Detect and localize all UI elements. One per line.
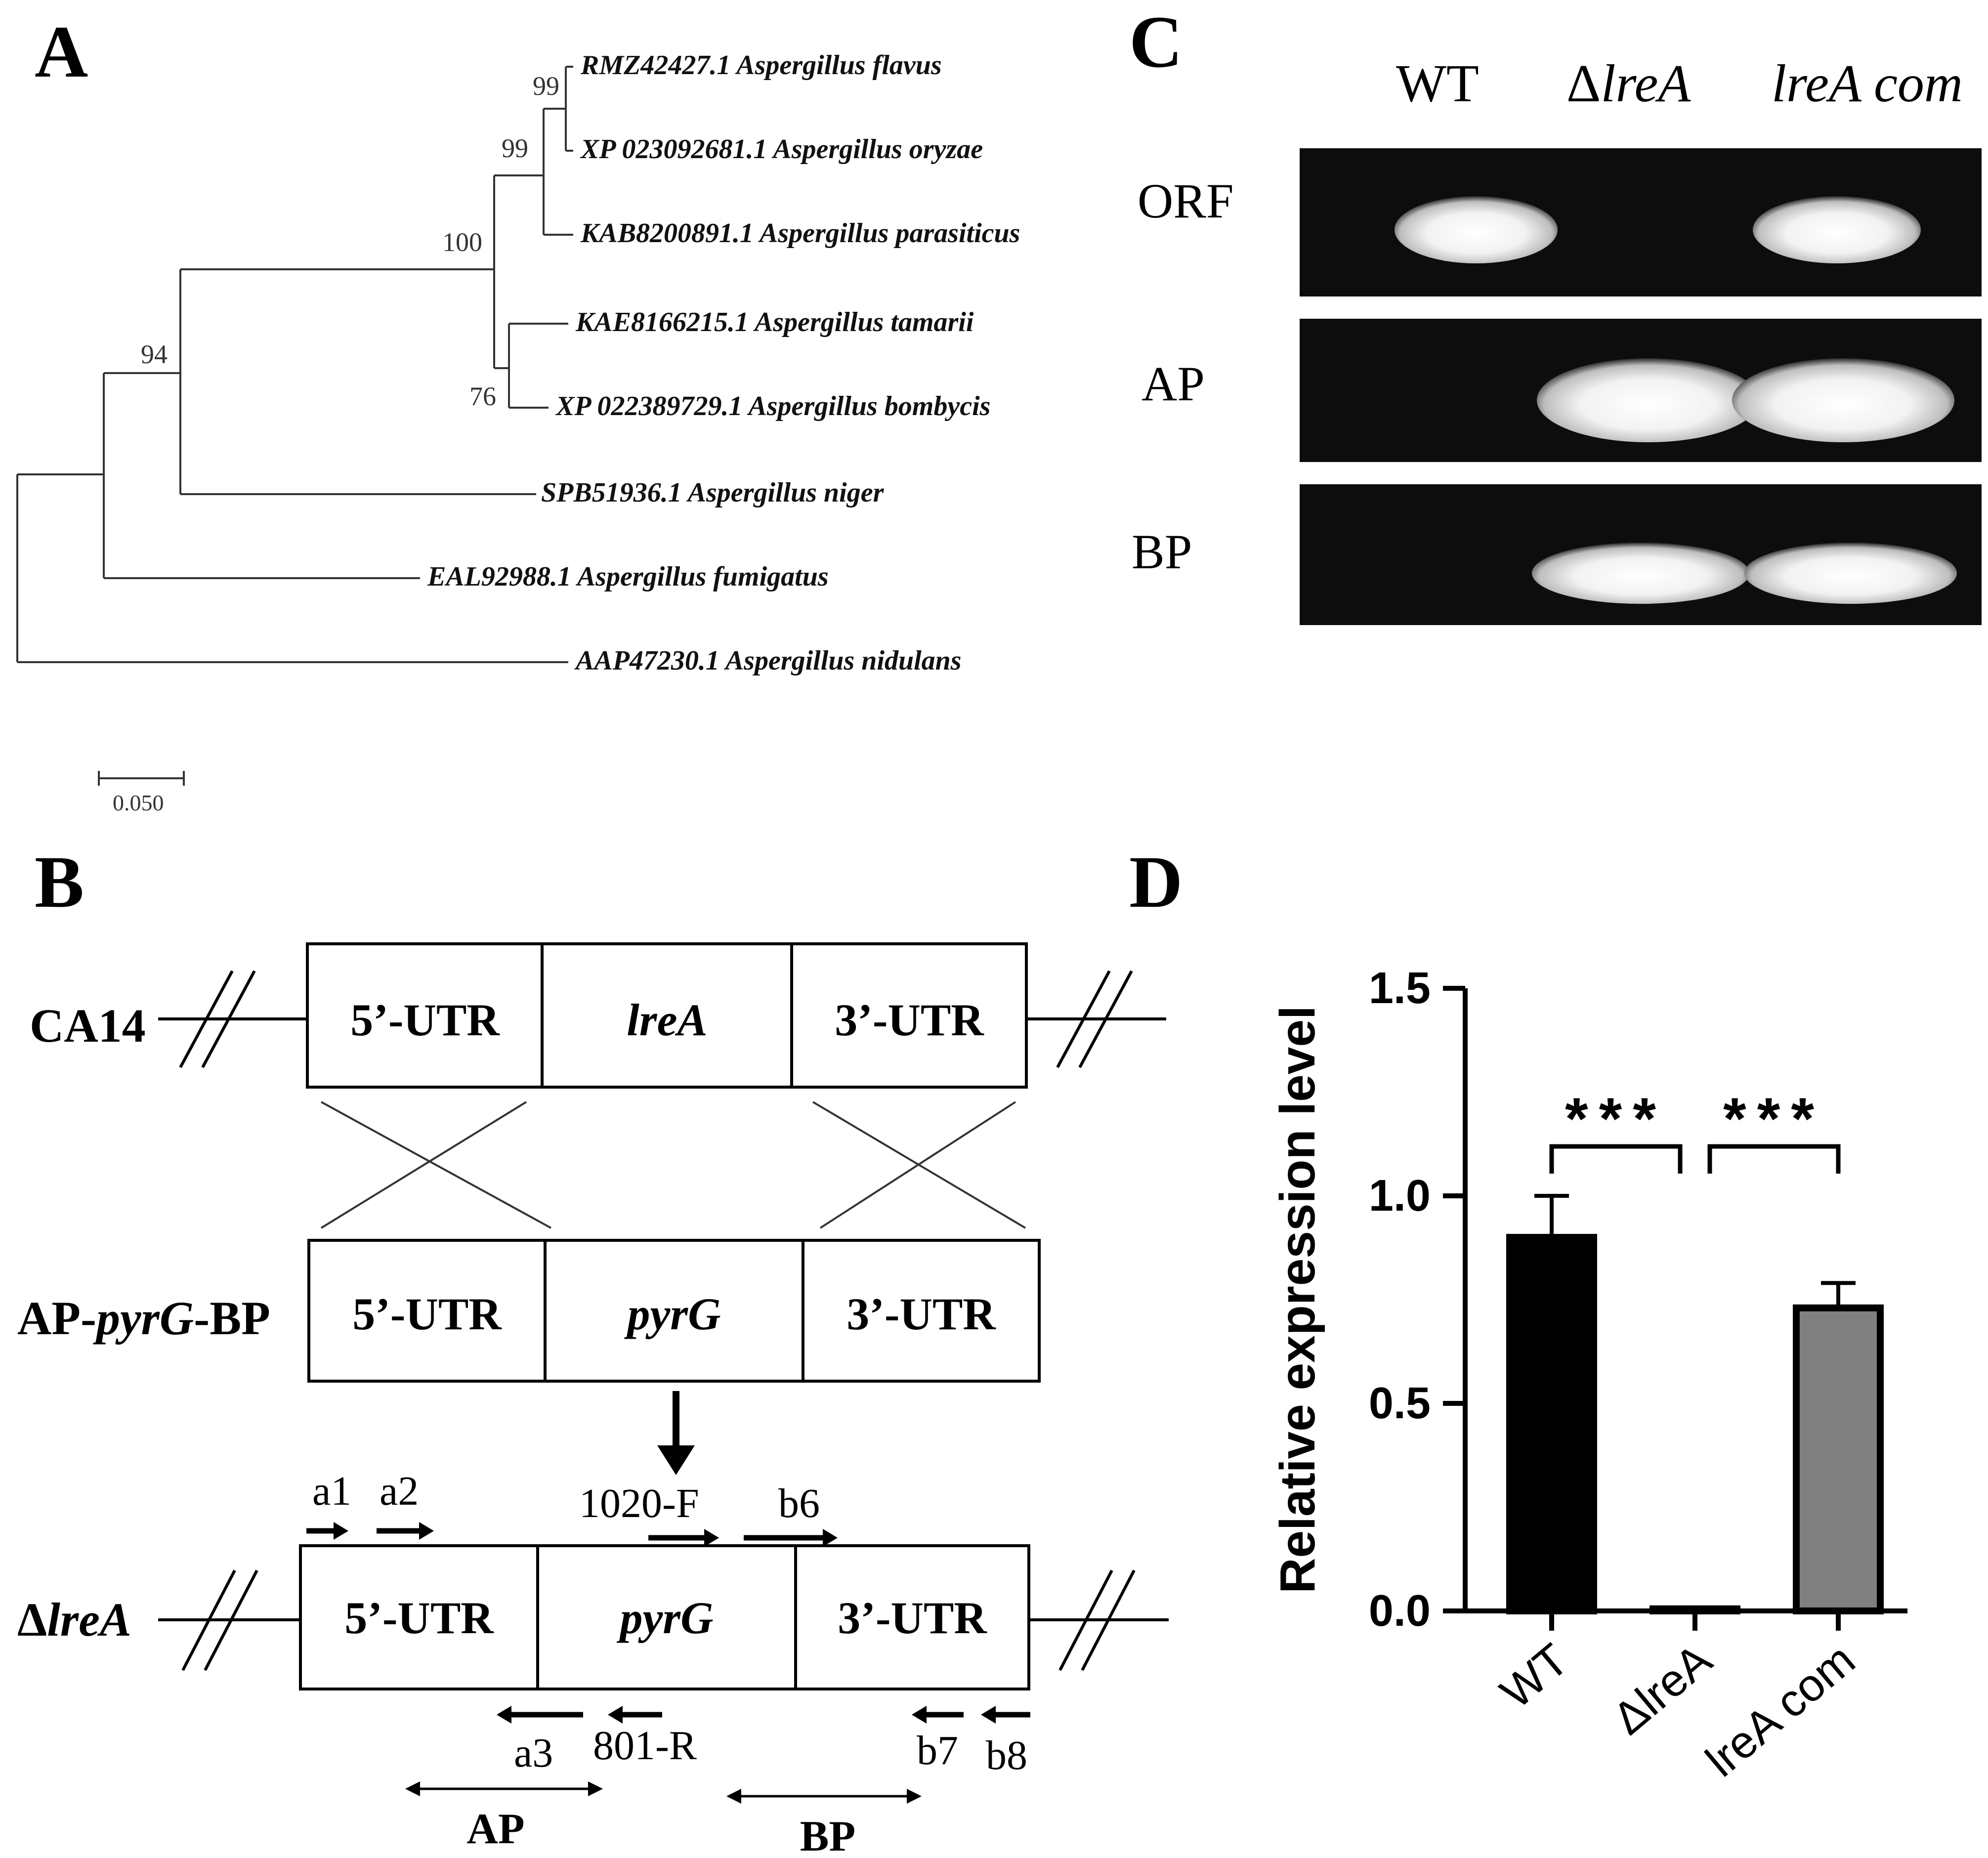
significance-bracket: [1549, 1144, 1683, 1174]
box-pyrg: pyrG: [616, 1593, 713, 1643]
bar: [1506, 1234, 1597, 1614]
y-tick-label: 1.0: [1369, 1171, 1431, 1221]
amplicon-arrows: [405, 1781, 922, 1804]
primer-label: 1020-F: [579, 1480, 699, 1526]
significance-label: ***: [1565, 1086, 1667, 1152]
panel-a-letter: A: [35, 11, 88, 93]
taxon-label: AAP47230.1 Aspergillus nidulans: [574, 645, 962, 676]
bar-chart: 0.0 0.5 1.0 1.5 Relative expression level WT Δ…: [1270, 964, 1907, 1786]
panel-b: B CA14 5’-UTR lreA 3’-UTR AP-pyrG-BP: [17, 841, 1169, 1858]
y-tick-label: 0.5: [1369, 1379, 1431, 1428]
y-tick-label: 0.0: [1369, 1586, 1431, 1636]
taxon-label: KAE8166215.1 Aspergillus tamarii: [575, 307, 974, 338]
panel-b-letter: B: [35, 841, 84, 923]
scale-bar-label: 0.050: [113, 790, 164, 815]
box-5utr: 5’-UTR: [352, 1289, 502, 1339]
taxon-label: XP 022389729.1 Aspergillus bombycis: [555, 391, 990, 422]
primer-label: a3: [514, 1730, 553, 1776]
primer-arrows-reverse: [497, 1706, 1030, 1724]
bootstrap-value: 99: [533, 71, 559, 101]
box-lrea: lreA: [627, 995, 708, 1045]
strain-label-delta-lrea: ΔlreA: [17, 1593, 131, 1646]
delta-lrea-locus: [158, 1544, 1169, 1690]
gel-band-bp-delta: [1532, 543, 1749, 604]
gel-band-ap-delta: [1537, 358, 1759, 442]
box-5utr: 5’-UTR: [350, 995, 500, 1045]
scale-bar: [98, 771, 185, 786]
transformation-arrow: [657, 1391, 695, 1475]
taxon-label: SPB51936.1 Aspergillus niger: [541, 477, 885, 508]
primer-label: b7: [917, 1728, 958, 1774]
y-tick-label: 1.5: [1369, 964, 1431, 1013]
gel-band-orf-com: [1753, 196, 1921, 263]
amplicon-label: BP: [800, 1813, 855, 1858]
bar: [1650, 1605, 1740, 1615]
gel-band-ap-com: [1732, 358, 1954, 442]
primer-label: 801-R: [593, 1723, 697, 1769]
panel-c-letter: C: [1129, 1, 1183, 83]
primer-label: a1: [312, 1468, 351, 1514]
construct-boxes: [307, 1239, 1041, 1383]
phylogenetic-tree: [16, 66, 573, 663]
x-tick-label: WT: [1491, 1634, 1578, 1718]
panel-d: D 0.0 0.5 1.0 1.5 Relative expression level W…: [1129, 841, 1907, 1786]
bar: [1793, 1304, 1884, 1615]
box-3utr: 3’-UTR: [846, 1289, 996, 1339]
gel-column-label: lreA com: [1772, 54, 1963, 113]
taxon-label: RMZ42427.1 Aspergillus flavus: [580, 50, 942, 81]
gel-row-label: AP: [1142, 356, 1205, 411]
box-3utr: 3’-UTR: [838, 1593, 987, 1643]
taxon-label: XP 023092681.1 Aspergillus oryzae: [580, 134, 983, 165]
gel-row-label: ORF: [1138, 173, 1234, 228]
gel-band-bp-com: [1744, 543, 1957, 604]
x-tick-label: lreA com: [1696, 1634, 1864, 1786]
gel-column-label: ΔlreA: [1566, 54, 1691, 113]
box-pyrg: pyrG: [624, 1289, 720, 1339]
panel-c: C WT ΔlreA lreA com ORF AP BP: [1129, 1, 1982, 625]
x-tick-label: ΔlreA: [1604, 1634, 1721, 1744]
bootstrap-value: 76: [469, 381, 496, 411]
taxon-label: EAL92988.1 Aspergillus fumigatus: [427, 561, 829, 592]
bootstrap-value: 99: [502, 133, 528, 163]
gel-band-orf-wt: [1395, 196, 1558, 263]
gel-column-label: WT: [1396, 54, 1479, 113]
significance-label: ***: [1723, 1086, 1825, 1152]
crossover-lines: [320, 1101, 1026, 1229]
taxon-label: KAB8200891.1 Aspergillus parasiticus: [580, 218, 1020, 249]
amplicon-label: AP: [466, 1805, 524, 1853]
bootstrap-value: 100: [442, 227, 482, 257]
primer-label: b6: [778, 1480, 820, 1526]
box-3utr: 3’-UTR: [835, 995, 984, 1045]
primer-label: a2: [380, 1468, 419, 1514]
ca14-locus: [158, 942, 1166, 1089]
box-5utr: 5’-UTR: [344, 1593, 494, 1643]
gel-row-label: BP: [1132, 524, 1192, 579]
strain-label-ca14: CA14: [30, 999, 146, 1052]
panel-d-letter: D: [1129, 841, 1183, 923]
bootstrap-value: 94: [141, 339, 168, 369]
primer-arrows-forward: [306, 1522, 838, 1547]
construct-label: AP-pyrG-BP: [17, 1292, 270, 1345]
panel-a: A: [16, 11, 1020, 815]
primer-label: b8: [986, 1732, 1027, 1778]
significance-bracket: [1707, 1144, 1841, 1174]
y-axis-label: Relative expression level: [1270, 1006, 1325, 1594]
